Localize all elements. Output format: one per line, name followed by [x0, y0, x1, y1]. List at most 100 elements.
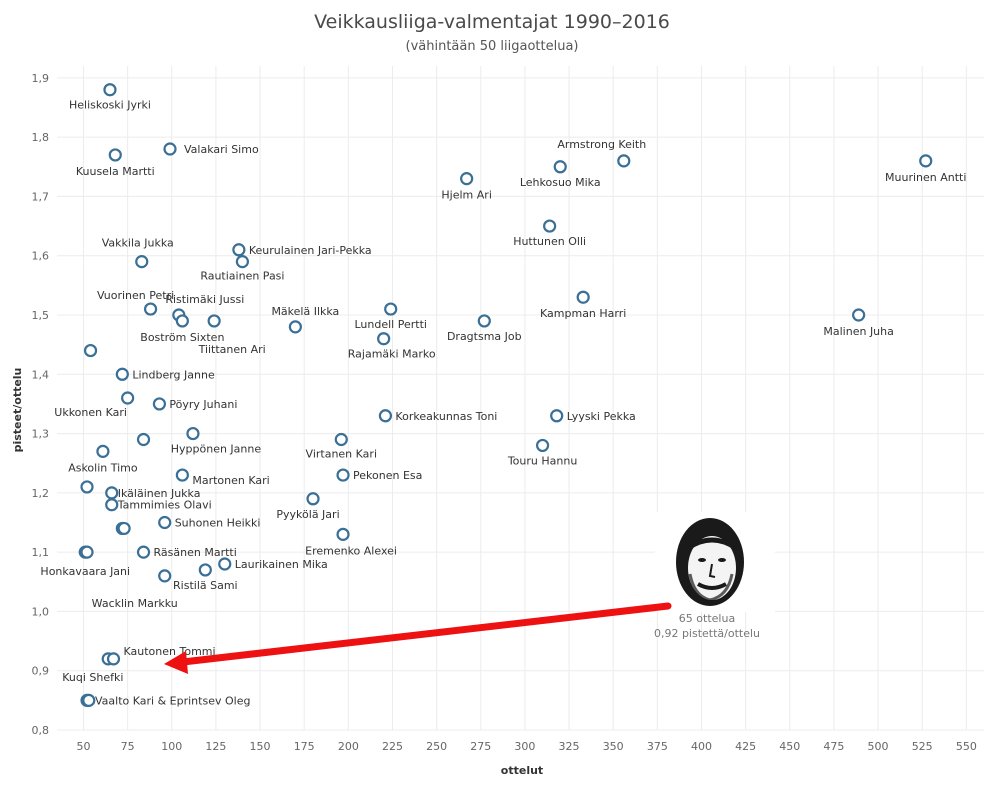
point-label: Honkavaara Jani: [40, 565, 130, 578]
data-point: [553, 160, 567, 174]
x-tick-label: 50: [76, 740, 90, 753]
chart-subtitle: (vähintään 50 liigaottelua): [406, 39, 579, 54]
data-points: [78, 83, 933, 707]
point-label: Armstrong Keith: [557, 138, 646, 151]
point-label: Suhonen Heikki: [175, 517, 261, 530]
y-tick-label: 1,4: [32, 368, 50, 381]
point-label: Martonen Kari: [192, 474, 269, 487]
x-tick-label: 425: [735, 740, 756, 753]
x-tick-label: 375: [647, 740, 668, 753]
data-point: [105, 498, 119, 512]
point-label: Hyppönen Janne: [171, 443, 262, 456]
point-label: Rajamäki Marko: [348, 348, 436, 361]
data-point: [198, 563, 212, 577]
point-label: Dragtsma Job: [447, 330, 522, 343]
data-point: [232, 243, 246, 257]
point-label: Lyyski Pekka: [567, 410, 636, 423]
data-point: [218, 557, 232, 571]
data-point: [83, 343, 98, 358]
y-tick-label: 1,0: [32, 605, 50, 618]
annotation: 65 ottelua 0,92 pistettä/ottelu: [164, 512, 775, 674]
data-point: [550, 409, 564, 423]
point-label: Kampman Harri: [540, 307, 626, 320]
point-label: Muurinen Antti: [885, 171, 966, 184]
point-label: Pyykölä Jari: [276, 508, 339, 521]
point-label: Valakari Simo: [184, 143, 259, 156]
y-tick-label: 1,7: [32, 190, 50, 203]
data-point: [460, 172, 474, 186]
data-point: [378, 409, 393, 423]
y-tick-label: 1,9: [32, 72, 50, 85]
point-label: Ikäläinen Jukka: [118, 487, 201, 500]
data-point: [384, 302, 398, 316]
data-point: [106, 652, 121, 666]
x-tick-label: 550: [956, 740, 977, 753]
point-label: Laurikainen Mika: [235, 558, 328, 571]
data-point: [288, 320, 302, 334]
data-point: [80, 480, 94, 494]
annotation-line1: 65 ottelua: [679, 612, 735, 625]
x-tick-label: 225: [382, 740, 403, 753]
y-tick-label: 1,3: [32, 428, 50, 441]
point-labels: Heliskoski Jyrki Kuusela Martti Valakari S…: [40, 99, 966, 708]
arrow-head: [164, 651, 188, 674]
data-point: [117, 521, 131, 536]
data-point: [477, 314, 491, 328]
x-tick-label: 200: [338, 740, 359, 753]
data-point: [158, 569, 172, 583]
x-tick-label: 400: [691, 740, 712, 753]
data-point: [535, 438, 550, 453]
point-label: Kuqi Shefki: [62, 671, 123, 684]
data-point: [175, 468, 189, 482]
point-label: Lehkosuo Mika: [520, 176, 601, 189]
data-point: [152, 397, 167, 411]
data-point: [143, 302, 158, 316]
y-tick-label: 1,6: [32, 250, 50, 263]
data-point: [82, 693, 96, 707]
data-point: [105, 486, 119, 500]
data-point: [175, 314, 189, 328]
x-tick-label: 75: [121, 740, 135, 753]
y-axis-ticks: 0,8 0,9 1,0 1,1 1,2 1,3 1,4 1,5 1,6 1,7 1,8 1,9: [32, 72, 50, 737]
point-label: Heliskoski Jyrki: [69, 99, 151, 112]
data-point: [80, 545, 94, 559]
data-point: [135, 255, 149, 269]
x-axis-title: ottelut: [501, 764, 543, 777]
data-point: [336, 468, 350, 482]
y-axis-title: pisteet/ottelu: [11, 368, 24, 453]
y-tick-label: 1,5: [32, 309, 50, 322]
y-tick-label: 0,8: [32, 724, 50, 737]
point-label: Lindberg Janne: [132, 368, 215, 381]
data-point: [852, 308, 866, 322]
data-point: [306, 492, 320, 506]
y-tick-label: 1,2: [32, 487, 50, 500]
x-tick-label: 475: [823, 740, 844, 753]
point-label: Räsänen Martti: [154, 546, 237, 559]
point-label: Vaalto Kari & Eprintsev Oleg: [95, 694, 250, 707]
data-point: [158, 515, 172, 530]
point-label: Kuusela Martti: [76, 165, 155, 178]
point-label: Huttunen Olli: [513, 235, 586, 248]
data-point: [121, 391, 135, 405]
data-point: [136, 545, 151, 559]
point-label: Ristimäki Jussi: [165, 293, 244, 306]
x-tick-label: 450: [779, 740, 800, 753]
data-point: [108, 148, 122, 162]
point-label: Wacklin Markku: [92, 597, 178, 610]
x-tick-label: 525: [912, 740, 933, 753]
x-axis-ticks: 50 75 100 125 150 175 200 225 250 275 300 325 350 375…: [76, 740, 976, 753]
player-portrait-icon: [676, 518, 744, 606]
point-label: Vakkila Jukka: [102, 237, 174, 250]
y-tick-label: 0,9: [32, 665, 50, 678]
point-label: Tammimies Olavi: [117, 499, 212, 512]
point-label: Askolin Timo: [68, 461, 138, 474]
data-point: [186, 426, 200, 441]
y-tick-label: 1,1: [32, 546, 50, 559]
x-tick-label: 250: [426, 740, 447, 753]
data-point: [235, 255, 249, 269]
data-point: [334, 432, 348, 447]
y-tick-label: 1,8: [32, 131, 50, 144]
